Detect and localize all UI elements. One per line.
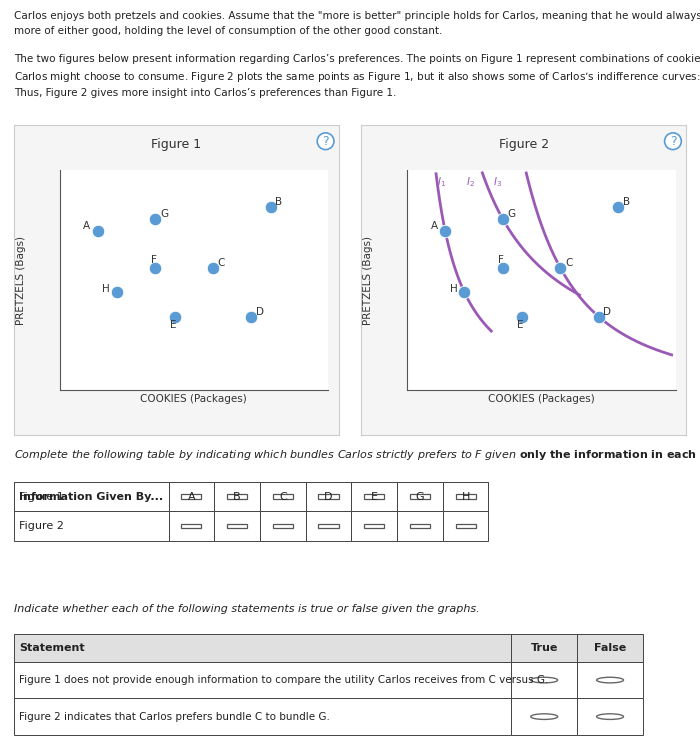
X-axis label: COOKIES (Packages): COOKIES (Packages) <box>141 394 247 404</box>
Text: True: True <box>531 643 558 653</box>
Text: Figure 1: Figure 1 <box>20 491 64 502</box>
Bar <box>14 512 169 541</box>
Bar <box>14 482 169 512</box>
Bar <box>14 634 511 662</box>
Text: G: G <box>508 209 515 219</box>
Bar <box>273 524 293 528</box>
Text: B: B <box>233 491 241 502</box>
Bar <box>351 512 397 541</box>
Text: $I_1$: $I_1$ <box>437 175 446 188</box>
Bar <box>442 482 489 512</box>
Bar <box>14 699 511 735</box>
Bar <box>169 482 214 512</box>
Bar <box>260 512 306 541</box>
Bar <box>214 482 260 512</box>
Text: F: F <box>150 254 157 265</box>
Text: Complete the following table by indicating which bundles Carlos strictly prefers: Complete the following table by indicati… <box>14 448 700 462</box>
Bar <box>306 482 351 512</box>
Text: A: A <box>188 491 195 502</box>
Text: ?: ? <box>322 135 329 147</box>
Text: Indicate whether each of the following statements is true or false given the gra: Indicate whether each of the following s… <box>14 604 480 614</box>
Bar <box>318 494 339 499</box>
Text: Information Given By...: Information Given By... <box>20 491 164 502</box>
Text: C: C <box>279 491 287 502</box>
Text: False: False <box>594 643 626 653</box>
Bar <box>442 482 489 512</box>
Text: H: H <box>461 491 470 502</box>
Text: G: G <box>416 491 424 502</box>
Text: H: H <box>102 284 110 294</box>
Bar <box>181 524 202 528</box>
Bar <box>511 662 577 699</box>
Text: A: A <box>430 221 438 231</box>
Bar <box>306 482 351 512</box>
Bar <box>318 524 339 528</box>
Bar <box>214 512 260 541</box>
Bar <box>410 524 430 528</box>
Text: D: D <box>256 307 264 316</box>
Bar <box>364 524 384 528</box>
Circle shape <box>531 677 558 683</box>
Bar <box>260 482 306 512</box>
Text: D: D <box>603 307 611 316</box>
Bar <box>397 512 442 541</box>
Text: Figure 2 indicates that Carlos prefers bundle C to bundle G.: Figure 2 indicates that Carlos prefers b… <box>20 711 330 722</box>
Text: H: H <box>450 284 458 294</box>
Text: C: C <box>565 258 573 268</box>
Text: Figure 1: Figure 1 <box>151 138 202 151</box>
Bar <box>577 662 643 699</box>
Bar <box>169 512 214 541</box>
Text: E: E <box>170 319 176 330</box>
Text: G: G <box>160 209 168 219</box>
Text: Figure 2: Figure 2 <box>20 521 64 531</box>
Text: A: A <box>83 221 90 231</box>
Bar <box>169 482 214 512</box>
Bar <box>227 524 247 528</box>
Bar <box>351 482 397 512</box>
Bar <box>511 699 577 735</box>
Bar <box>456 494 476 499</box>
Bar <box>456 524 476 528</box>
Text: Carlos enjoys both pretzels and cookies. Assume that the "more is better" princi: Carlos enjoys both pretzels and cookies.… <box>14 11 700 98</box>
Bar <box>511 634 577 662</box>
Text: PRETZELS (Bags): PRETZELS (Bags) <box>16 236 26 325</box>
Bar <box>442 512 489 541</box>
Text: $I_3$: $I_3$ <box>494 175 503 188</box>
Bar <box>364 494 384 499</box>
Bar <box>397 482 442 512</box>
Bar <box>260 482 306 512</box>
Text: Figure 1 does not provide enough information to compare the utility Carlos recei: Figure 1 does not provide enough informa… <box>20 675 549 685</box>
Text: E: E <box>371 491 378 502</box>
Circle shape <box>531 714 558 720</box>
Bar <box>14 482 169 512</box>
Bar <box>306 512 351 541</box>
Text: $I_2$: $I_2$ <box>466 175 475 188</box>
Bar <box>577 699 643 735</box>
Text: ?: ? <box>670 135 676 147</box>
X-axis label: COOKIES (Packages): COOKIES (Packages) <box>488 394 594 404</box>
Bar <box>397 482 442 512</box>
Text: Statement: Statement <box>20 643 85 653</box>
Text: D: D <box>324 491 332 502</box>
Bar <box>214 482 260 512</box>
Bar <box>181 494 202 499</box>
Text: B: B <box>622 197 630 207</box>
Bar <box>14 662 511 699</box>
Text: C: C <box>218 258 225 268</box>
Bar <box>227 494 247 499</box>
Text: E: E <box>517 319 524 330</box>
Text: B: B <box>275 197 282 207</box>
Text: F: F <box>498 254 504 265</box>
Circle shape <box>596 714 624 720</box>
Bar <box>577 634 643 662</box>
Bar <box>351 482 397 512</box>
Bar <box>410 494 430 499</box>
Text: Figure 2: Figure 2 <box>498 138 549 151</box>
Bar <box>273 494 293 499</box>
Text: PRETZELS (Bags): PRETZELS (Bags) <box>363 236 373 325</box>
Circle shape <box>596 677 624 683</box>
